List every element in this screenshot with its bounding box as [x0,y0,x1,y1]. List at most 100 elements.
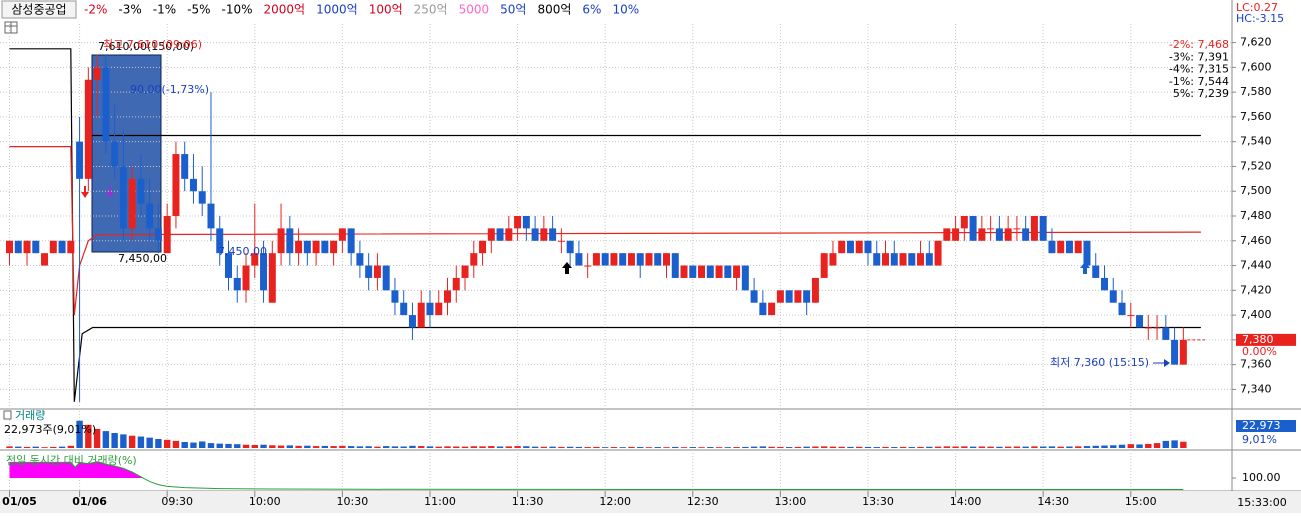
candle-body [163,216,171,254]
volume-bar [575,446,583,448]
candle-body [724,265,732,278]
candle-body [733,265,741,278]
toolbar-item[interactable]: 6% [582,3,601,17]
y-tick-label: 7,360 [1240,358,1272,371]
volume-bar [672,446,679,448]
candle-body [1101,277,1108,291]
candle-body [435,302,443,316]
volume-bar [15,446,22,448]
toolbar-item[interactable]: -3% [118,3,141,17]
toolbar-item[interactable]: 2000억 [264,3,306,17]
volume-bar [1031,446,1038,448]
volume-bar [32,446,39,448]
volume-bar [1118,444,1126,448]
volume-bar [190,442,197,448]
candle-body [408,315,416,328]
candle-body [960,216,968,229]
volume-bar [864,446,872,448]
toolbar-item[interactable]: -1% [153,3,176,17]
x-tick-label: 12:30 [687,495,719,508]
volume-bar [93,428,101,448]
volume-bar [601,447,609,448]
candle-body [1074,240,1082,254]
toolbar-item[interactable]: 1000억 [316,3,358,17]
candle-body [663,253,670,266]
y-tick-label: 7,400 [1240,308,1272,321]
y-tick-label: 7,420 [1240,283,1272,296]
candle-body [400,302,408,316]
volume-bar [680,447,688,448]
candle-body [557,240,565,242]
volume-bar [207,443,215,448]
candle-body [855,240,863,254]
volume-title: 거래량 [15,409,45,422]
volume-bar [873,447,880,448]
volume-bar [155,439,162,448]
candle-body [1153,327,1161,329]
volume-bar [479,446,486,448]
y-tick-label: 7,480 [1240,209,1272,222]
toolbar-item[interactable]: -2% [84,3,107,17]
candle-body [189,178,197,192]
volume-bar [812,446,819,448]
volume-bar [128,435,136,448]
x-tick-label: 13:00 [775,495,807,508]
volume-bar [654,447,661,448]
range-label: 90,00(-1,73%) [130,83,209,96]
volume-bar [426,446,434,448]
volume-bar [312,446,320,448]
toolbar-item[interactable]: 5000 [459,3,490,17]
volume-bar [137,436,145,448]
candle-body [321,240,329,254]
toolbar-item[interactable]: -10% [222,3,253,17]
volume-bar [488,446,495,448]
volume-bar [277,445,285,448]
toolbar-item[interactable]: 10% [612,3,639,17]
volume-bar [1180,441,1187,448]
toolbar-item[interactable]: 800억 [537,3,571,17]
y-tick-label: 7,500 [1240,184,1272,197]
candle-body [803,290,811,303]
volume-bar [917,446,924,448]
candle-body [1092,265,1100,278]
volume-bar [715,447,723,448]
volume-bar [829,446,837,448]
toolbar-item[interactable]: 50억 [500,3,526,17]
y-tick-label: 7,440 [1240,259,1272,272]
candle-body [373,265,381,278]
volume-bar [409,445,416,448]
toolbar-item[interactable]: -5% [187,3,210,17]
candle-body [890,253,898,266]
candle-body [592,253,600,266]
candle-body [1144,327,1152,329]
volume-bar [908,447,915,448]
candle-body [452,277,460,291]
candle-body [225,253,232,278]
x-tick-label: 10:30 [337,495,369,508]
volume-bar [356,446,364,448]
candle-body [6,240,13,254]
candle-body [671,253,679,278]
candle-body [689,265,697,278]
toolbar-item[interactable]: 100억 [369,3,403,17]
volume-bar [339,445,346,448]
volume-bar [470,446,477,448]
volume-bar [628,446,635,448]
candle-body [995,228,1003,241]
ratio-title: 전일 동시간 대비 거래량(%) [6,453,137,467]
toolbar-item[interactable]: 250억 [414,3,448,17]
candle-body [251,253,259,266]
volume-bar [566,446,574,448]
volume-bar [453,446,460,448]
candle-body [917,253,925,266]
candle-body [1162,327,1170,340]
volume-bar [435,446,442,448]
stock-box[interactable] [1,0,77,19]
hc-label: HC:-3.15 [1236,12,1284,25]
y-tick-label: 7,600 [1240,60,1272,73]
time-label: 15:33:00 [1237,496,1286,509]
volume-bar [1022,446,1029,448]
percent-annotation: -3%: 7,391 [1169,50,1229,63]
candle-body [1127,315,1135,317]
candle-body [908,253,916,266]
